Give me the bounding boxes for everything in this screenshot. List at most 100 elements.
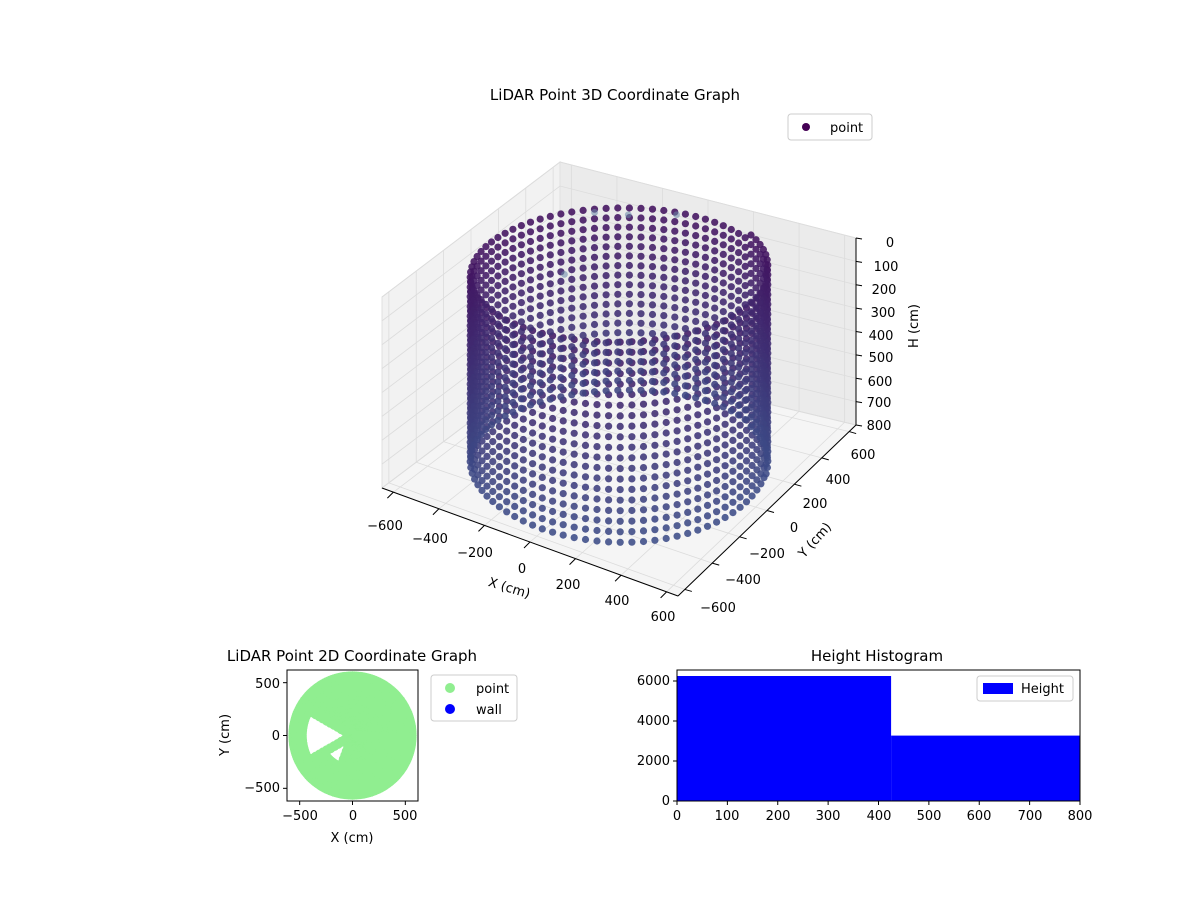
data-point [648, 320, 657, 328]
x-tick-label: −200 [457, 546, 493, 561]
data-point [662, 534, 670, 543]
data-point [660, 216, 668, 224]
data-point [727, 283, 735, 291]
data-point [581, 399, 590, 408]
data-point [549, 404, 557, 412]
data-point [529, 511, 537, 519]
data-point [681, 258, 690, 266]
data-point [482, 348, 490, 357]
data-point [625, 252, 634, 260]
y-tick [849, 431, 857, 435]
z-tick [855, 307, 863, 310]
data-point [719, 327, 727, 335]
data-point [614, 290, 622, 298]
data-point [511, 472, 519, 480]
y-tick-label: 0 [272, 729, 280, 744]
data-point [501, 393, 509, 401]
data-point [494, 233, 502, 242]
data-point [752, 389, 760, 398]
data-point [681, 391, 690, 399]
z-tick [855, 401, 863, 404]
data-point [501, 258, 509, 266]
data-point [703, 449, 712, 457]
data-point [494, 339, 502, 347]
data-point [692, 241, 700, 249]
data-point [526, 266, 535, 274]
data-point [494, 291, 502, 299]
data-point [628, 422, 636, 430]
data-point [671, 246, 679, 254]
data-point [614, 262, 622, 270]
data-point [735, 306, 743, 314]
data-point [741, 262, 749, 270]
data-point [538, 443, 546, 451]
y-tick [712, 562, 720, 566]
data-point [519, 425, 527, 433]
data-point [694, 495, 702, 503]
data-point [473, 436, 481, 444]
data-point [741, 387, 749, 395]
data-point [735, 268, 743, 276]
data-point [721, 441, 729, 449]
data-point [581, 452, 590, 460]
data-point [579, 264, 587, 272]
data-point [605, 517, 613, 525]
data-point [692, 346, 700, 354]
data-point [487, 276, 496, 285]
data-point [494, 282, 502, 290]
z-tick-label: 600 [868, 375, 893, 390]
data-point [727, 359, 735, 367]
data-point [719, 269, 727, 277]
data-point [495, 443, 503, 451]
axes-3d [381, 237, 863, 599]
data-point [511, 502, 519, 510]
data-point [483, 492, 491, 500]
data-point [581, 441, 590, 449]
data-point [628, 464, 636, 472]
data-point [692, 336, 700, 345]
data-point [579, 351, 587, 359]
data-point [752, 255, 760, 263]
data-point [536, 311, 544, 319]
data-point [703, 491, 712, 499]
data-point [625, 261, 634, 270]
data-point [605, 412, 613, 420]
data-point [593, 516, 601, 524]
data-point [602, 387, 610, 395]
data-point [673, 532, 681, 540]
z-axis-label: H (cm) [907, 304, 922, 348]
data-point [614, 252, 622, 260]
data-point [701, 330, 710, 338]
data-point [671, 284, 679, 293]
data-point [482, 252, 490, 260]
data-point [579, 389, 587, 397]
data-point [673, 501, 681, 509]
data-point [671, 294, 679, 302]
data-point [568, 266, 576, 274]
data-point [719, 355, 727, 363]
data-point [736, 442, 744, 450]
data-point [579, 360, 587, 368]
data-point [616, 401, 624, 409]
x-tick-labels: −600 −400 −200 0 200 400 600 [367, 519, 675, 625]
data-point [546, 280, 554, 288]
data-point [570, 419, 578, 427]
data-point [590, 349, 599, 357]
data-point [494, 253, 502, 261]
data-point [660, 245, 668, 253]
data-point [729, 457, 737, 465]
legend-2d: point wall [430, 674, 518, 722]
data-point [568, 227, 576, 235]
data-point [538, 473, 546, 481]
data-point [637, 338, 645, 347]
data-point [735, 354, 743, 362]
data-point [590, 224, 599, 232]
data-point [501, 306, 509, 314]
data-point [639, 516, 648, 525]
data-point [741, 301, 749, 309]
data-point [711, 371, 719, 379]
data-point [501, 248, 509, 257]
data-point [648, 215, 657, 223]
x-tick-label: −500 [282, 809, 318, 824]
data-point [648, 358, 657, 366]
